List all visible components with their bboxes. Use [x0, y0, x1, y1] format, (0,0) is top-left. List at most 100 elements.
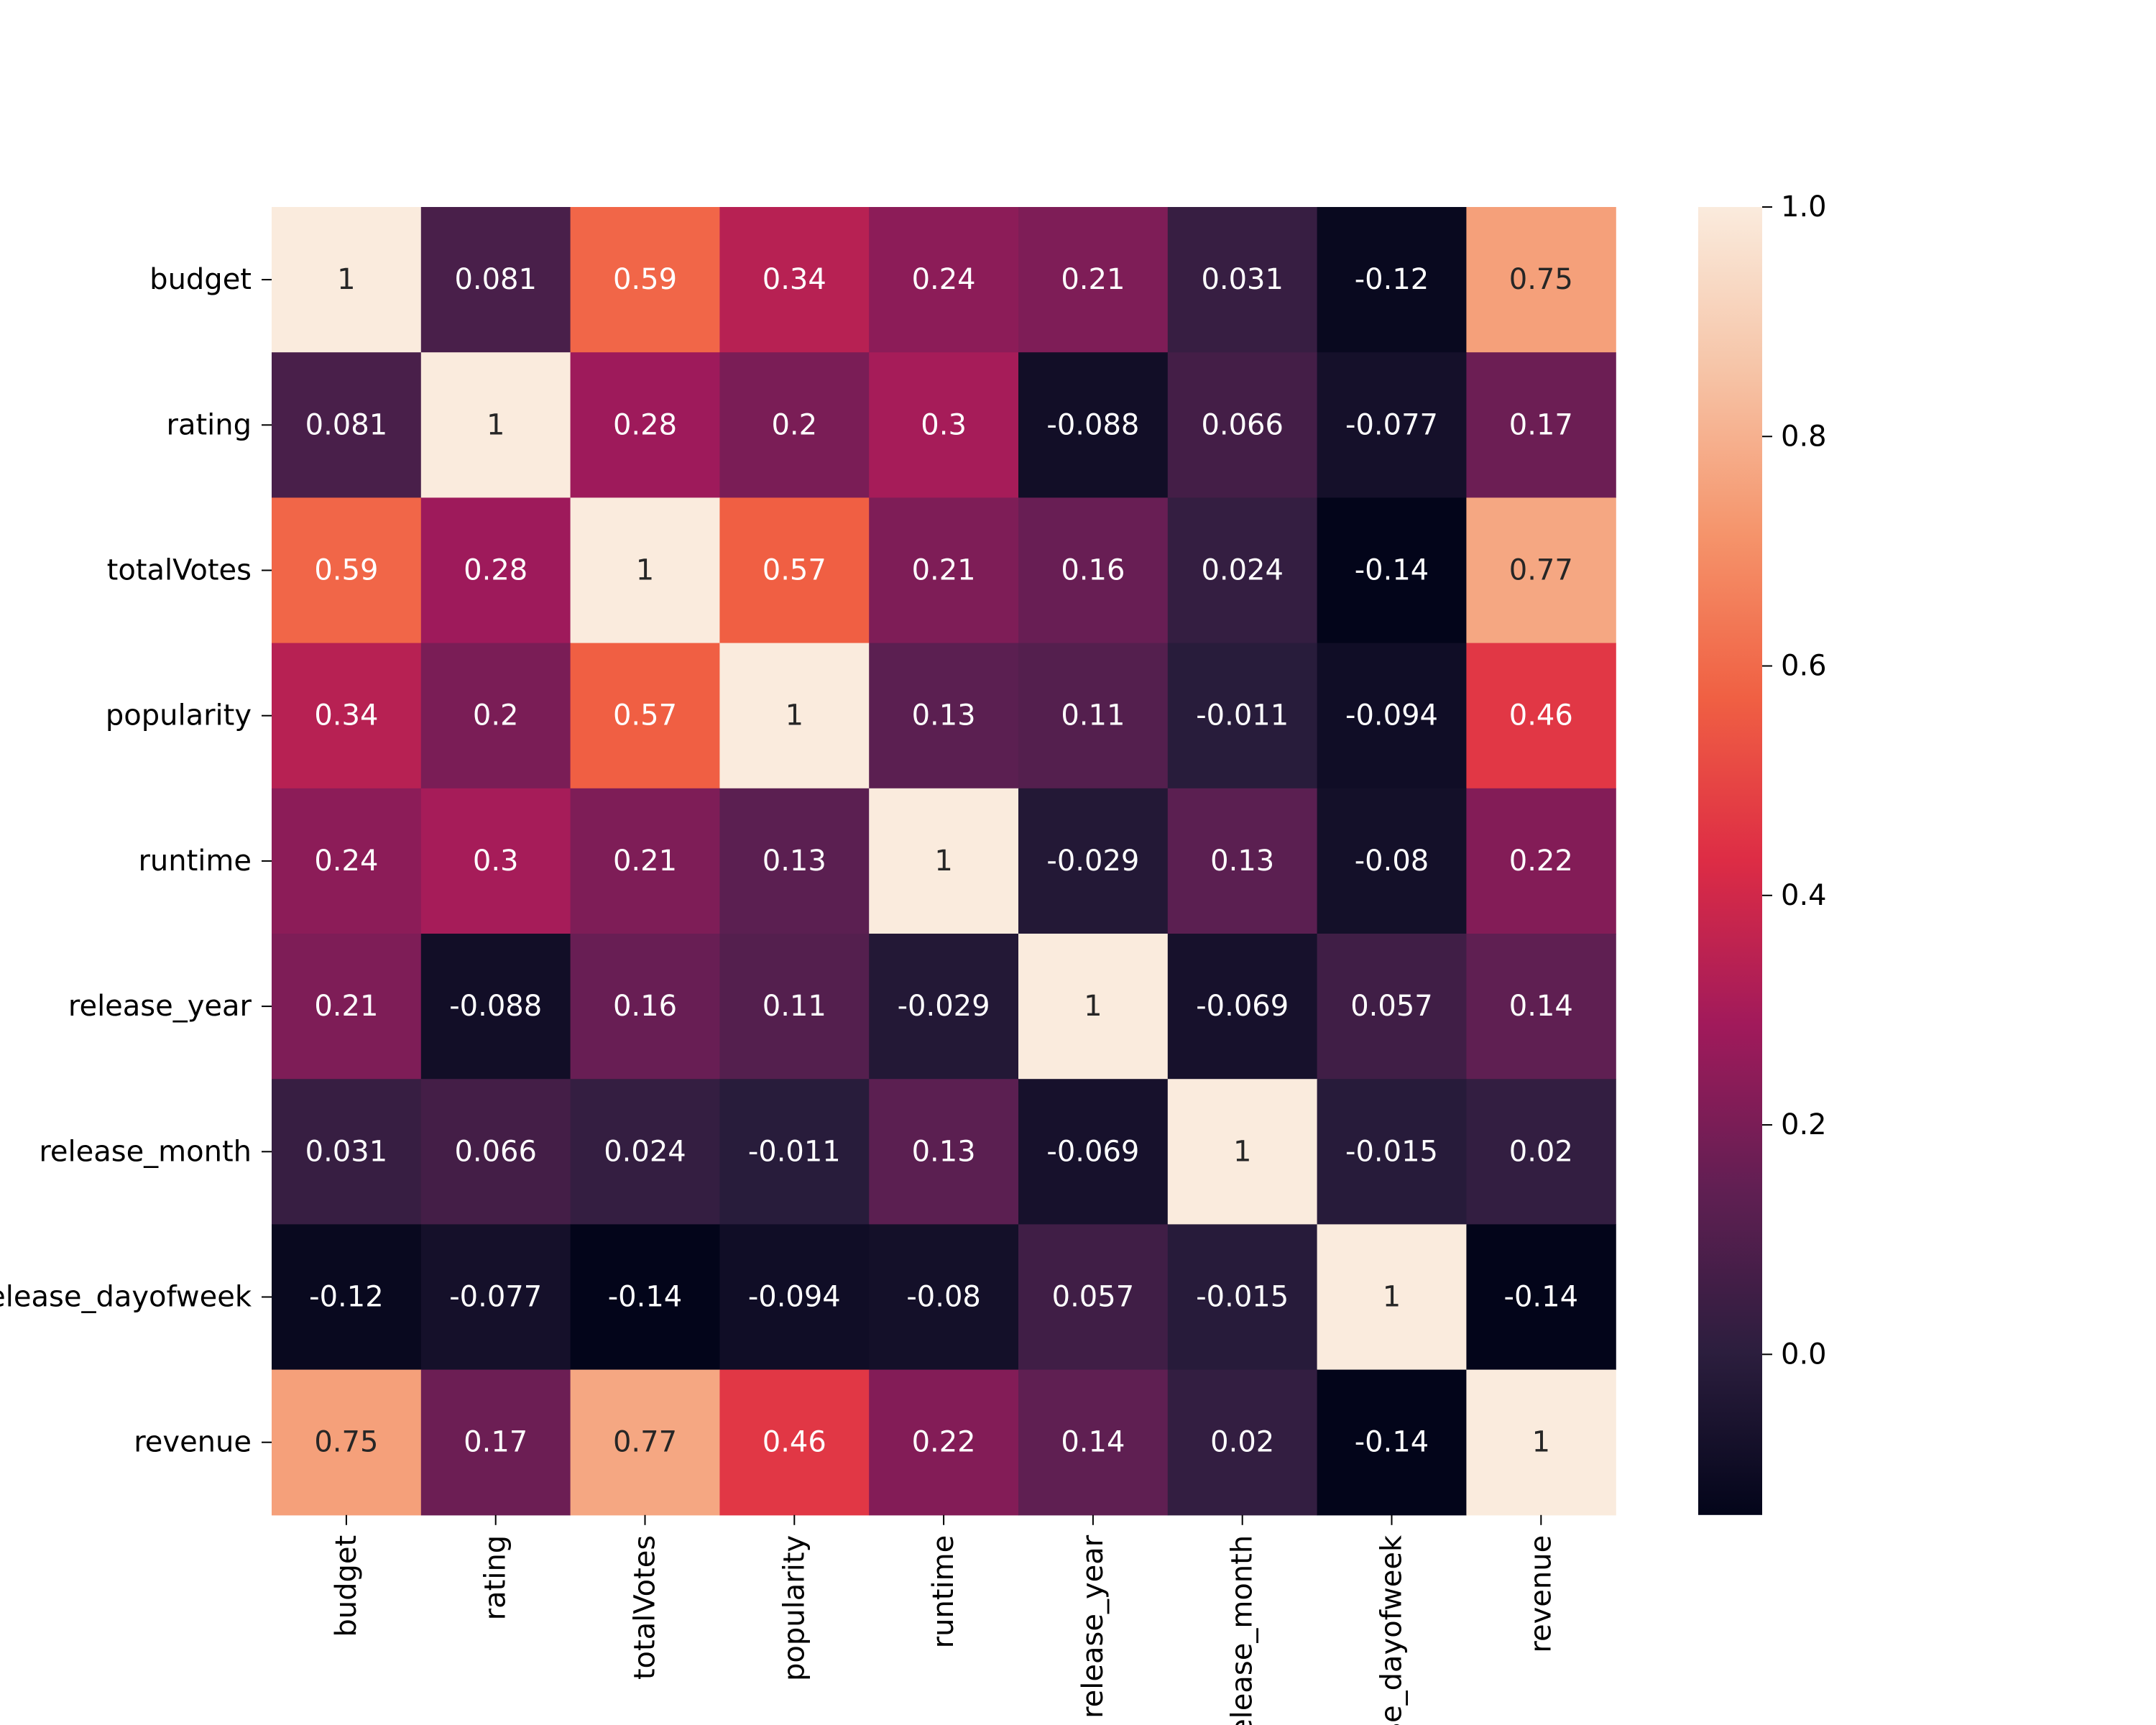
cell-value-label: 0.13 — [912, 699, 976, 732]
heatmap-cell-budget-release_year — [1018, 207, 1169, 353]
colorbar: 0.0 0.2 0.4 0.6 0.8 1.0 — [1698, 190, 1827, 1515]
cell-value-label: -0.011 — [748, 1135, 841, 1168]
cell-value-label: 0.21 — [314, 990, 378, 1023]
heatmap-cell-popularity-rating — [420, 643, 571, 789]
cell-value-label: 0.57 — [763, 554, 826, 587]
heatmap-cell-totalVotes-runtime — [869, 497, 1019, 644]
colorbar-tick-label: 0.6 — [1781, 650, 1827, 683]
heatmap-cell-totalVotes-totalVotes — [570, 497, 720, 644]
heatmap-cell-revenue-rating — [420, 1369, 571, 1516]
heatmap-cell-runtime-release_month — [1167, 788, 1318, 934]
heatmap-cell-runtime-popularity — [719, 788, 870, 934]
heatmap-cell-totalVotes-release_dayofweek — [1317, 497, 1467, 644]
cell-value-label: -0.14 — [608, 1281, 683, 1314]
col-tick-label: popularity — [778, 1535, 811, 1681]
heatmap-cell-totalVotes-rating — [420, 497, 571, 644]
heatmap-cell-popularity-totalVotes — [570, 643, 720, 789]
col-tick-label: rating — [479, 1535, 512, 1621]
heatmap-cell-budget-release_month — [1167, 207, 1318, 353]
heatmap-cell-release_dayofweek-budget — [272, 1224, 422, 1371]
heatmap-cell-runtime-runtime — [869, 788, 1019, 934]
heatmap-cell-revenue-release_dayofweek — [1317, 1369, 1467, 1516]
cell-value-label: 0.17 — [464, 1426, 528, 1459]
cell-value-label: 1 — [487, 408, 505, 441]
heatmap-cell-revenue-release_year — [1018, 1369, 1169, 1516]
row-tick-label: budget — [149, 263, 252, 296]
heatmap-cells: 1 0.081 0.59 0.34 0.24 0.21 0.031 -0.12 0.750.08… — [272, 207, 1616, 1516]
col-tick-labels: budget rating totalVotes popularity runtime r… — [330, 1514, 1557, 1725]
cell-value-label: 0.16 — [613, 990, 677, 1023]
cell-value-label: 0.77 — [1509, 554, 1573, 587]
cell-value-label: 0.066 — [454, 1135, 537, 1168]
cell-value-label: 1 — [337, 263, 355, 296]
heatmap-cell-release_month-runtime — [869, 1079, 1019, 1225]
row-tick-labels: budget rating totalVotes popularity runtime r… — [0, 263, 272, 1459]
cell-value-label: 0.24 — [314, 845, 378, 878]
cell-value-label: -0.029 — [898, 990, 990, 1023]
cell-value-label: 1 — [1233, 1135, 1251, 1168]
cell-value-label: 0.024 — [1201, 554, 1284, 587]
heatmap-cell-popularity-runtime — [869, 643, 1019, 789]
heatmap-cell-revenue-popularity — [719, 1369, 870, 1516]
heatmap-cell-runtime-budget — [272, 788, 422, 934]
cell-value-label: -0.011 — [1196, 699, 1289, 732]
cell-value-label: 0.3 — [473, 845, 519, 878]
heatmap-cell-budget-release_dayofweek — [1317, 207, 1467, 353]
cell-value-label: 0.46 — [763, 1426, 826, 1459]
cell-value-label: -0.077 — [1345, 408, 1438, 441]
cell-value-label: 0.34 — [314, 699, 378, 732]
cell-value-label: -0.14 — [1504, 1281, 1579, 1314]
heatmap-cell-release_month-rating — [420, 1079, 571, 1225]
heatmap-cell-release_dayofweek-runtime — [869, 1224, 1019, 1371]
col-tick-label: release_dayofweek — [1376, 1535, 1409, 1725]
cell-value-label: 0.77 — [613, 1426, 677, 1459]
heatmap-cell-totalVotes-release_month — [1167, 497, 1318, 644]
cell-value-label: 0.02 — [1509, 1135, 1573, 1168]
cell-value-label: -0.077 — [449, 1281, 542, 1314]
cell-value-label: 0.081 — [454, 263, 537, 296]
colorbar-tick-label: 0.8 — [1781, 420, 1827, 453]
cell-value-label: 0.3 — [921, 408, 967, 441]
heatmap-cell-rating-release_year — [1018, 352, 1169, 498]
cell-value-label: 1 — [1383, 1281, 1401, 1314]
heatmap-cell-runtime-rating — [420, 788, 571, 934]
cell-value-label: -0.14 — [1355, 1426, 1429, 1459]
cell-value-label: -0.088 — [449, 990, 542, 1023]
cell-value-label: -0.015 — [1196, 1281, 1289, 1314]
cell-value-label: -0.069 — [1046, 1135, 1139, 1168]
heatmap-cell-rating-release_dayofweek — [1317, 352, 1467, 498]
heatmap-cell-runtime-release_year — [1018, 788, 1169, 934]
row-tick-label: popularity — [106, 699, 252, 732]
cell-value-label: 0.57 — [613, 699, 677, 732]
cell-value-label: 0.13 — [763, 845, 826, 878]
cell-value-label: 0.59 — [314, 554, 378, 587]
cell-value-label: 0.11 — [763, 990, 826, 1023]
cell-value-label: 0.28 — [464, 554, 528, 587]
cell-value-label: 0.13 — [912, 1135, 976, 1168]
cell-value-label: 0.28 — [613, 408, 677, 441]
heatmap-cell-rating-revenue — [1466, 352, 1616, 498]
row-tick-label: revenue — [134, 1426, 252, 1459]
heatmap-cell-release_dayofweek-release_dayofweek — [1317, 1224, 1467, 1371]
heatmap-cell-release_month-budget — [272, 1079, 422, 1225]
heatmap-cell-release_month-revenue — [1466, 1079, 1616, 1225]
cell-value-label: 0.59 — [613, 263, 677, 296]
heatmap-cell-release_month-release_year — [1018, 1079, 1169, 1225]
col-tick-label: budget — [330, 1535, 363, 1637]
cell-value-label: -0.015 — [1345, 1135, 1438, 1168]
heatmap-cell-budget-budget — [272, 207, 422, 353]
cell-value-label: 1 — [1532, 1426, 1550, 1459]
heatmap-cell-budget-runtime — [869, 207, 1019, 353]
cell-value-label: -0.094 — [748, 1281, 841, 1314]
heatmap-cell-release_month-release_dayofweek — [1317, 1079, 1467, 1225]
cell-value-label: -0.069 — [1196, 990, 1289, 1023]
heatmap-cell-release_month-popularity — [719, 1079, 870, 1225]
heatmap-cell-release_month-release_month — [1167, 1079, 1318, 1225]
row-tick-label: runtime — [138, 845, 252, 878]
heatmap-cell-runtime-totalVotes — [570, 788, 720, 934]
cell-value-label: 0.21 — [613, 845, 677, 878]
col-tick-label: revenue — [1524, 1535, 1557, 1653]
heatmap-cell-release_month-totalVotes — [570, 1079, 720, 1225]
cell-value-label: 0.46 — [1509, 699, 1573, 732]
